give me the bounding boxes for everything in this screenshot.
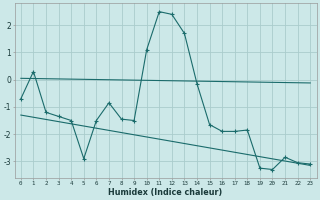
X-axis label: Humidex (Indice chaleur): Humidex (Indice chaleur) bbox=[108, 188, 223, 197]
